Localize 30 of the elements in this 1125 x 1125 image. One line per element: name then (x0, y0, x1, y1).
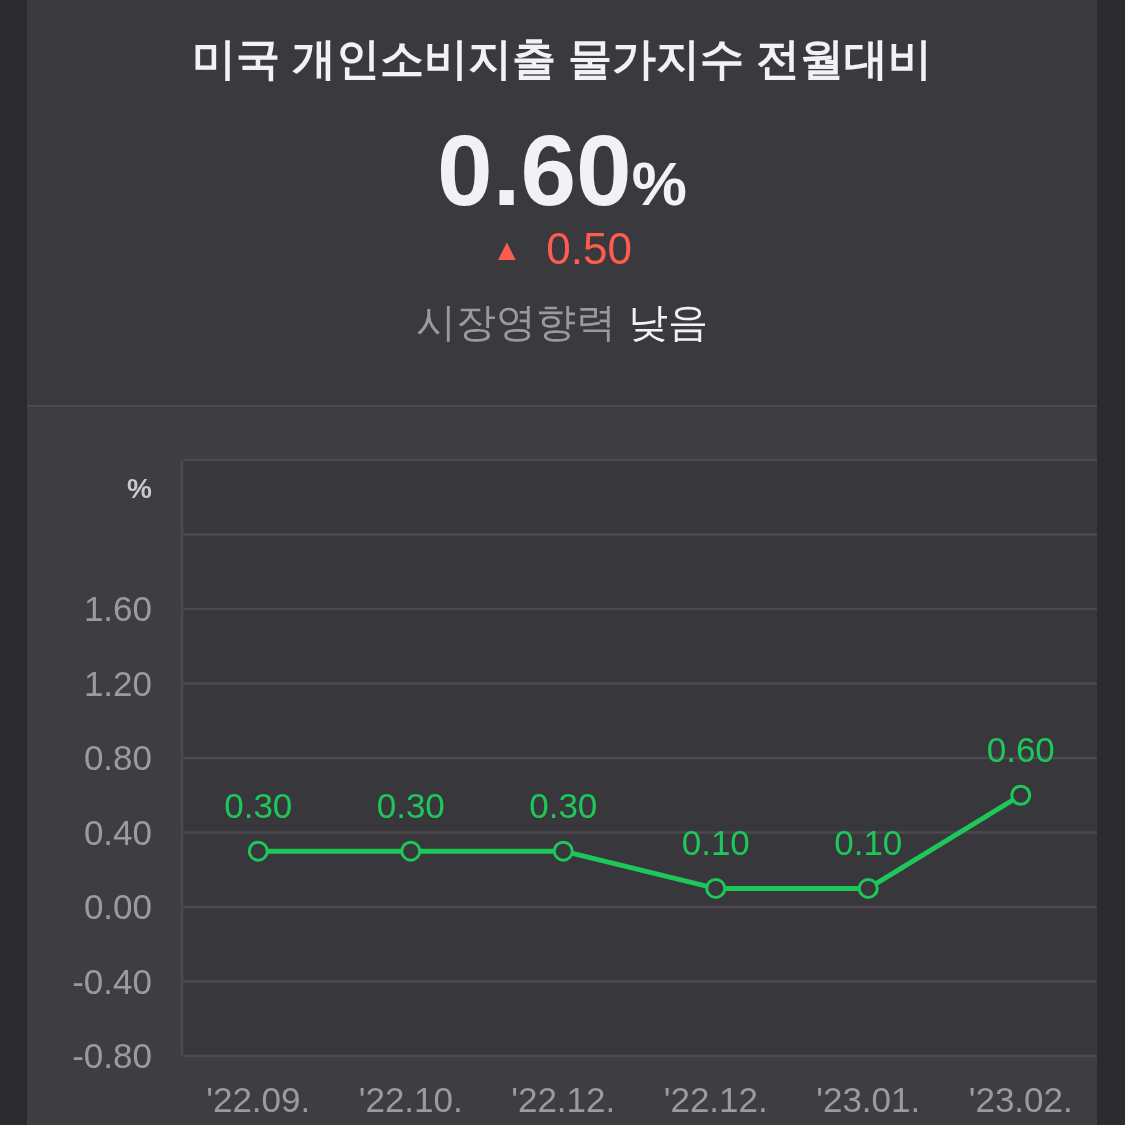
chart-title: 미국 개인소비지출 물가지수 전월대비 (191, 34, 933, 83)
x-tick-label: '22.12. (663, 1080, 768, 1119)
y-tick-label: 0.00 (83, 887, 152, 926)
x-tick-label: '22.12. (511, 1080, 616, 1119)
data-label: 0.10 (681, 823, 750, 863)
data-label: 0.30 (376, 786, 445, 826)
y-tick-label: 0.80 (83, 738, 152, 777)
data-label: 0.10 (834, 823, 903, 863)
point (400, 840, 422, 862)
point (857, 877, 879, 899)
y-tick-label: 1.60 (83, 589, 152, 628)
x-tick-label: '23.02. (968, 1080, 1073, 1119)
point (247, 840, 269, 862)
x-tick-label: '22.09. (206, 1080, 311, 1119)
point (552, 840, 574, 862)
data-label: 0.30 (224, 786, 293, 826)
point (705, 877, 727, 899)
text: ▲ 0.50 (492, 224, 632, 273)
x-tick-label: '22.10. (358, 1080, 463, 1119)
data-label: 0.30 (529, 786, 598, 826)
y-tick-label: -0.40 (72, 961, 152, 1001)
point (1010, 784, 1032, 806)
data-label: 0.60 (986, 730, 1055, 770)
y-tick-label: 0.40 (83, 812, 152, 852)
text: 0.60% (437, 114, 687, 226)
y-tick-label: -0.80 (72, 1036, 152, 1075)
y-tick-label: 1.20 (83, 663, 152, 703)
x-tick-label: '23.01. (816, 1080, 921, 1119)
y-axis-title: % (127, 473, 153, 504)
text: 시장영향력 낮음 (416, 300, 708, 344)
